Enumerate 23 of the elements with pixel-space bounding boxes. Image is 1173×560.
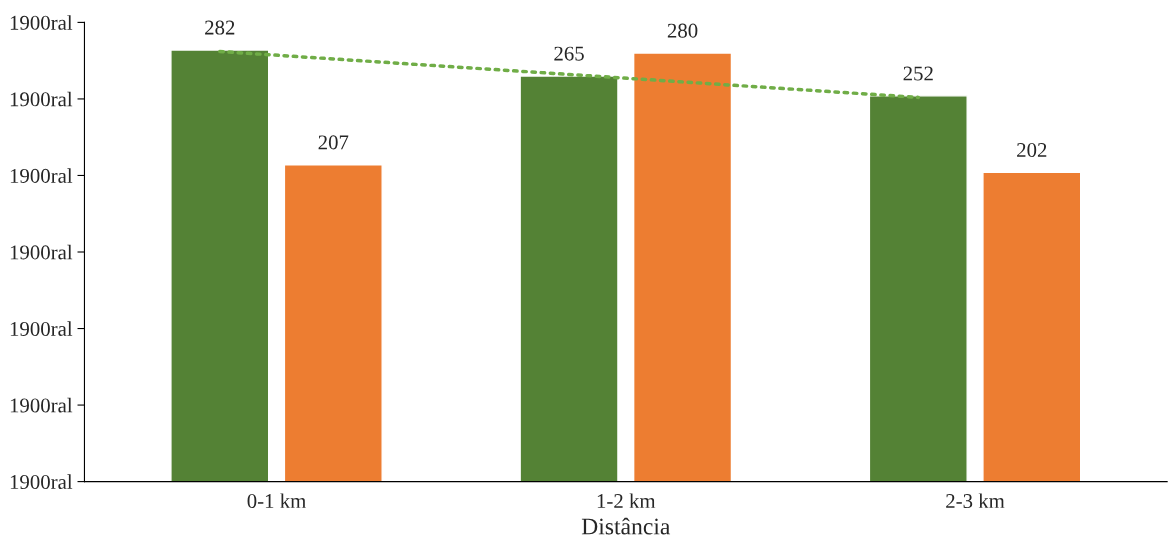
bar [519, 75, 619, 482]
text: 1900ral [10, 168, 73, 183]
text: 1900ral [10, 15, 73, 30]
text: 1900ral [10, 397, 73, 413]
text: 1900ral [10, 91, 73, 107]
bar [868, 95, 968, 482]
bar [982, 171, 1082, 482]
x-tick-label: 0-1 km [247, 493, 307, 509]
x-axis-title: Distância [581, 517, 671, 535]
data-label: 202 [1017, 143, 1047, 158]
data-label: 207 [318, 135, 349, 150]
bar [170, 49, 270, 482]
x-tick-label: 2-3 km [946, 493, 1005, 509]
data-label: 282 [205, 20, 235, 35]
data-label: 280 [667, 23, 698, 38]
data-label: 252 [903, 66, 933, 81]
bar [283, 164, 383, 482]
text: 1900ral [10, 474, 73, 490]
text: 1900ral [10, 321, 73, 336]
bar [632, 52, 733, 482]
x-tick-label: 1-2 km [597, 493, 656, 508]
data-label: 265 [554, 46, 584, 61]
text: 1900ral [10, 244, 73, 260]
